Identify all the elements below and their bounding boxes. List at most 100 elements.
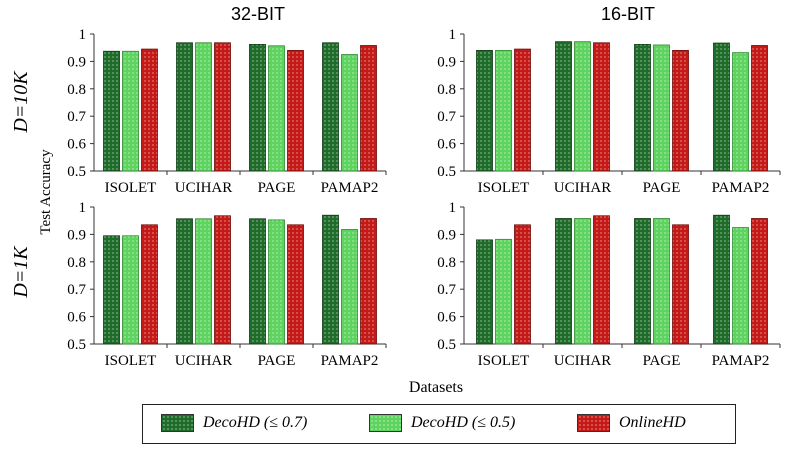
bar-ucihar-series-1 [555,41,572,172]
y-tick-label: 0.6 [437,137,456,153]
bar-ucihar-series-2 [574,41,591,172]
x-tick-label: PAGE [643,353,681,369]
y-tick-label: 0.9 [437,54,456,70]
row-label-d1k: D=1K [10,245,32,299]
x-tick-label: PAMAP2 [321,353,379,369]
bar-ucihar-series-3 [214,42,231,172]
bar-pamap2-series-2 [732,227,749,345]
bar-pamap2-series-3 [751,218,768,345]
legend-swatch-red [577,414,610,432]
legend-label: DecoHD (≤ 0.7) [203,414,308,431]
y-tick-label: 1 [79,200,87,216]
x-tick-label: UCIHAR [554,353,612,369]
y-tick-label: 0.8 [437,82,456,98]
legend-item-onlinehd: OnlineHD [577,414,686,432]
row-label-d10k: D=10K [10,70,32,134]
y-tick-label: 0.9 [67,54,86,70]
legend-label: DecoHD (≤ 0.5) [411,414,516,431]
y-tick-label: 0.7 [67,282,86,298]
y-tick-label: 0.5 [437,337,456,353]
bar-isolet-series-2 [495,238,512,345]
y-tick-label: 0.5 [437,164,456,180]
bar-pamap2-series-3 [360,45,377,172]
panel-32-bit-d1k: 0.5 0.6 0.7 0.8 0.9 1 ISOLET UCIHAR PAGE PAMAP2 [67,200,387,369]
bar-ucihar-series-1 [176,218,193,345]
bar-isolet-series-2 [495,50,512,172]
bar-ucihar-series-3 [593,215,610,345]
y-axis-label: Test Accuracy [38,149,54,235]
bar-page-series-3 [287,224,304,345]
y-tick-label: 0.7 [67,109,86,125]
bar-page-series-2 [653,218,670,345]
figure-canvas: 32-BIT 16-BIT D=10K D=1K Test Accuracy D… [10,4,781,396]
x-tick-label: UCIHAR [554,180,612,196]
y-tick-label: 0.9 [67,227,86,243]
bar-ucihar-series-3 [214,215,231,345]
bar-ucihar-series-2 [195,218,212,345]
bar-ucihar-series-2 [574,218,591,345]
x-tick-label: PAMAP2 [712,353,770,369]
legend-swatch-light-green [369,414,402,432]
legend-swatch-dark-green [161,414,194,432]
col-title-16bit: 16-BIT [601,4,655,24]
y-tick-label: 0.5 [67,337,86,353]
bar-ucihar-series-2 [195,42,212,172]
bar-pamap2-series-2 [341,229,358,345]
panel-16-bit-d10k: 0.5 0.6 0.7 0.8 0.9 1 ISOLET UCIHAR PAGE PAMAP2 [437,27,781,196]
bar-isolet-series-1 [103,235,120,345]
bar-page-series-2 [268,45,285,172]
bar-ucihar-series-3 [593,42,610,172]
bar-page-series-2 [653,44,670,172]
y-tick-label: 0.5 [67,164,86,180]
panel-32-bit-d10k: 0.5 0.6 0.7 0.8 0.9 1 ISOLET UCIHAR PAGE PAMAP2 [67,27,387,196]
y-tick-label: 0.6 [67,310,86,326]
y-tick-label: 0.7 [437,109,456,125]
x-tick-label: PAMAP2 [712,180,770,196]
y-tick-label: 0.8 [67,82,86,98]
bar-page-series-1 [634,218,651,345]
bar-page-series-3 [287,50,304,172]
x-tick-label: ISOLET [478,180,530,196]
y-tick-label: 1 [79,27,87,43]
bar-pamap2-series-3 [751,45,768,172]
legend: DecoHD (≤ 0.7) DecoHD (≤ 0.5) OnlineHD [142,404,736,444]
bar-pamap2-series-2 [732,52,749,172]
bar-page-series-1 [634,44,651,172]
bar-isolet-series-1 [476,50,493,172]
legend-item-decohd-07: DecoHD (≤ 0.7) [161,414,307,432]
y-tick-label: 0.8 [67,255,86,271]
bar-page-series-3 [672,224,689,345]
bar-isolet-series-2 [122,50,139,172]
bar-ucihar-series-1 [176,42,193,172]
bar-page-series-1 [249,218,266,345]
bar-page-series-1 [249,44,266,172]
bar-isolet-series-1 [103,50,120,172]
bar-pamap2-series-1 [322,214,339,345]
bar-isolet-series-3 [141,224,158,345]
bar-isolet-series-2 [122,235,139,345]
y-tick-label: 0.7 [437,282,456,298]
legend-label: OnlineHD [619,414,686,431]
x-tick-label: PAMAP2 [321,180,379,196]
y-tick-label: 0.6 [67,137,86,153]
bar-isolet-series-3 [141,48,158,172]
x-tick-label: UCIHAR [175,353,233,369]
y-tick-label: 1 [449,200,457,216]
x-tick-label: ISOLET [478,353,530,369]
x-tick-label: ISOLET [105,180,157,196]
bar-pamap2-series-1 [713,42,730,172]
bar-isolet-series-3 [514,224,531,345]
y-tick-label: 1 [449,27,457,43]
bar-isolet-series-1 [476,239,493,345]
y-tick-label: 0.9 [437,227,456,243]
bar-pamap2-series-3 [360,218,377,345]
x-tick-label: PAGE [258,180,296,196]
x-tick-label: PAGE [643,180,681,196]
bar-ucihar-series-1 [555,218,572,345]
bar-page-series-3 [672,50,689,172]
y-tick-label: 0.6 [437,310,456,326]
legend-item-decohd-05: DecoHD (≤ 0.5) [369,414,515,432]
bar-pamap2-series-2 [341,54,358,172]
col-title-32bit: 32-BIT [231,4,285,24]
